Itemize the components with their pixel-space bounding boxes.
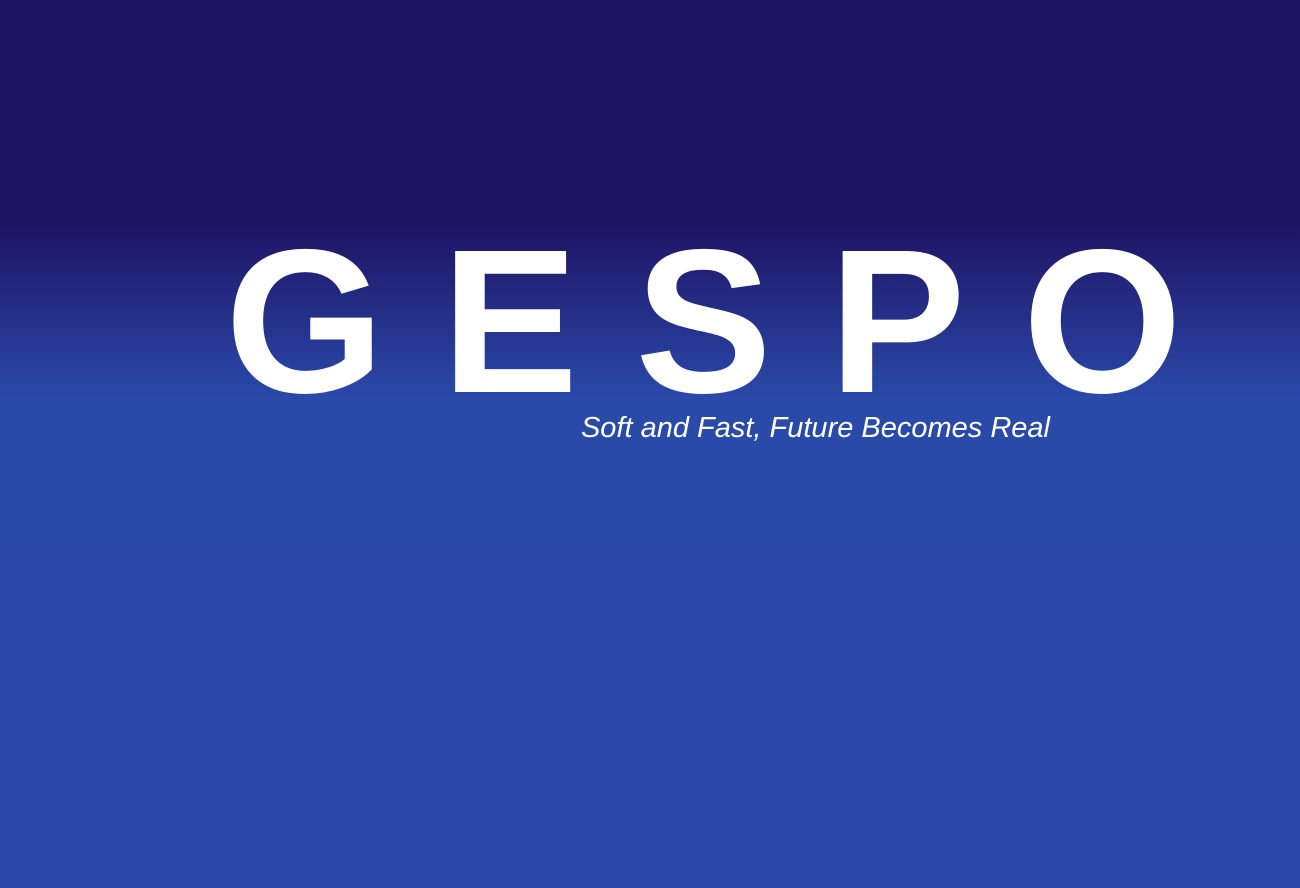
brand-logo-text: GESPO xyxy=(225,207,1240,436)
tagline: Soft and Fast, Future Becomes Real xyxy=(580,412,1050,444)
